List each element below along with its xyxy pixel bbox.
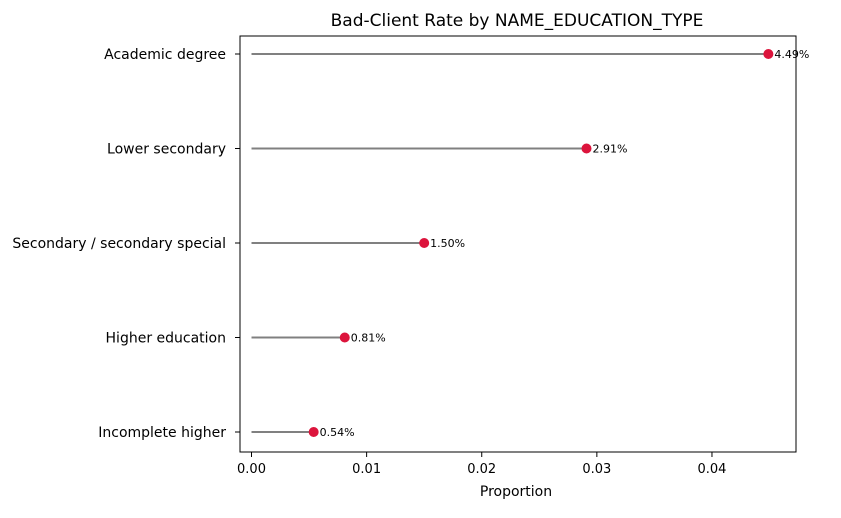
data-label: 0.81% (351, 332, 386, 345)
category-label: Higher education (106, 331, 226, 347)
lollipop-marker (419, 238, 430, 248)
data-label: 0.54% (320, 426, 355, 439)
category-label: Lower secondary (107, 142, 226, 158)
x-axis-label: Proportion (480, 484, 552, 500)
plot-frame (239, 35, 797, 453)
lollipop-marker (581, 143, 592, 154)
plot-area: 4.49% 2.91% 1.50% 0.81% 0.54% (251, 48, 809, 439)
x-tick-label: 0.00 (237, 462, 266, 477)
x-axis: 0.00 0.01 0.02 0.03 0.04 (237, 452, 726, 477)
data-label: 2.91% (592, 143, 627, 156)
x-tick-label: 0.02 (467, 462, 496, 477)
x-tick-label: 0.04 (697, 462, 726, 477)
category-label: Academic degree (104, 47, 226, 63)
category-label: Incomplete higher (98, 425, 226, 441)
x-tick-label: 0.01 (352, 462, 381, 477)
chart-title: Bad-Client Rate by NAME_EDUCATION_TYPE (331, 11, 704, 31)
y-axis: Academic degree Lower secondary Secondary … (12, 47, 240, 441)
category-label: Secondary / secondary special (12, 236, 226, 252)
data-label: 1.50% (430, 237, 465, 250)
data-label: 4.49% (774, 48, 809, 61)
lollipop-marker (308, 427, 319, 437)
lollipop-marker (763, 49, 774, 59)
x-tick-label: 0.03 (582, 462, 611, 477)
lollipop-marker (339, 332, 350, 343)
